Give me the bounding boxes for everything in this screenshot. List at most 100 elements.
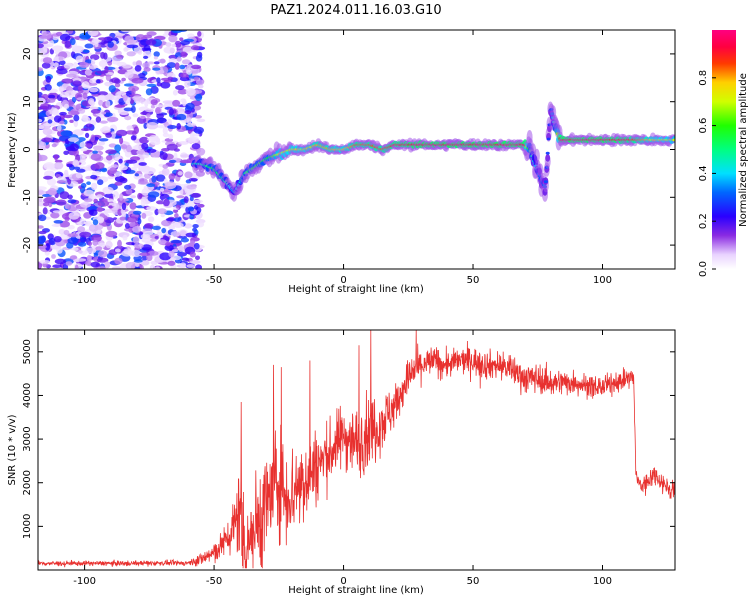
noise-speckle (191, 143, 201, 150)
noise-speckle (132, 145, 143, 151)
noise-speckle (79, 62, 90, 68)
noise-speckle (114, 50, 122, 56)
noise-speckle (156, 77, 161, 84)
noise-speckle (120, 112, 129, 116)
noise-speckle (105, 230, 118, 238)
noise-speckle (118, 158, 123, 164)
noise-speckle (48, 39, 54, 46)
noise-speckle (116, 129, 128, 137)
noise-speckle (53, 139, 61, 143)
noise-speckle (187, 206, 195, 212)
noise-speckle (163, 79, 173, 83)
colorbar-tick-label: 0.8 (698, 70, 709, 86)
noise-speckle (157, 239, 167, 245)
noise-speckle (156, 200, 165, 205)
noise-speckle (124, 115, 132, 121)
noise-speckle (41, 137, 53, 143)
noise-speckle (167, 260, 176, 266)
noise-speckle (105, 132, 112, 138)
noise-speckle (38, 67, 43, 72)
noise-speckle (59, 60, 66, 66)
noise-speckle (189, 132, 195, 139)
noise-speckle (56, 180, 66, 184)
noise-speckle (53, 62, 59, 68)
noise-speckle (186, 117, 192, 125)
noise-speckle (120, 144, 128, 150)
noise-speckle (156, 113, 164, 119)
noise-speckle (68, 212, 80, 220)
noise-speckle (66, 163, 73, 168)
noise-speckle (38, 91, 43, 97)
noise-speckle (168, 250, 175, 258)
x-tick-label: 100 (593, 275, 612, 286)
noise-speckle (98, 99, 104, 106)
noise-speckle (180, 154, 192, 158)
noise-speckle (126, 44, 139, 49)
noise-speckle (42, 57, 53, 64)
noise-speckle (55, 199, 67, 206)
noise-speckle (196, 147, 206, 156)
noise-speckle (67, 233, 78, 238)
noise-speckle (143, 230, 154, 236)
noise-speckle (143, 122, 148, 129)
noise-speckle (54, 159, 63, 163)
noise-speckle (95, 51, 101, 55)
noise-speckle (114, 104, 126, 108)
noise-speckle (184, 187, 194, 195)
noise-speckle (151, 175, 157, 183)
noise-speckle (45, 75, 52, 83)
noise-speckle (145, 39, 157, 46)
noise-speckle (53, 162, 64, 170)
noise-speckle (178, 141, 189, 145)
noise-speckle (38, 97, 46, 105)
noise-speckle (176, 195, 185, 199)
noise-speckle (169, 108, 174, 116)
noise-speckle (38, 118, 43, 123)
noise-speckle (73, 119, 79, 128)
noise-speckle (146, 113, 151, 118)
ridge-core (546, 137, 551, 141)
noise-speckle (140, 260, 150, 266)
noise-speckle (87, 30, 99, 37)
noise-speckle (84, 247, 97, 254)
noise-speckle (154, 236, 159, 240)
noise-speckle (90, 134, 96, 143)
noise-speckle (67, 237, 79, 244)
noise-speckle (86, 254, 92, 262)
noise-speckle (165, 242, 171, 247)
noise-speckle (195, 79, 204, 85)
noise-speckle (125, 188, 133, 195)
snr-y-ticks: 1000 2000 3000 4000 5000 (22, 339, 675, 539)
noise-speckle (192, 227, 198, 232)
noise-speckle (155, 266, 161, 269)
noise-speckle (190, 45, 200, 51)
noise-speckle (174, 40, 182, 48)
noise-speckle (79, 32, 91, 40)
noise-speckle (156, 117, 167, 124)
noise-speckle (173, 217, 181, 222)
noise-speckle (154, 208, 159, 216)
noise-speckle (174, 213, 179, 219)
noise-speckle (50, 211, 60, 219)
noise-speckle (164, 181, 177, 190)
noise-speckle (195, 255, 200, 261)
noise-speckle (124, 150, 132, 158)
noise-speckle (145, 108, 154, 113)
y-tick-label: 10 (22, 95, 33, 108)
noise-speckle (111, 164, 119, 169)
noise-speckle (141, 212, 147, 219)
snr-line-group (38, 330, 675, 569)
noise-speckle (122, 64, 132, 69)
noise-speckle (56, 68, 68, 75)
colorbar-tick-label: 0.2 (698, 213, 709, 229)
noise-speckle (38, 230, 47, 235)
noise-speckle (130, 195, 137, 199)
noise-speckle (106, 155, 113, 161)
noise-speckle (126, 216, 139, 223)
noise-speckle (143, 44, 151, 51)
snr-series-line (38, 330, 675, 569)
noise-speckle (159, 252, 172, 261)
noise-speckle (133, 259, 143, 263)
noise-speckle (177, 171, 183, 176)
